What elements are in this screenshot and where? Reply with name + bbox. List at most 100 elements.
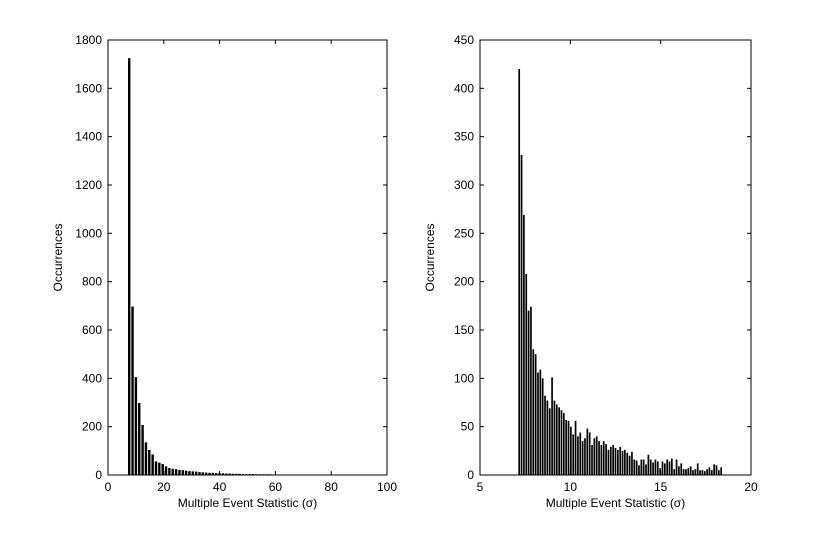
histogram-bar (567, 420, 570, 475)
histogram-bar (689, 466, 692, 475)
histogram-bar (701, 470, 704, 475)
histogram-bar (654, 459, 657, 475)
histogram-bar (562, 413, 565, 475)
histogram-bar (598, 441, 600, 475)
histogram-bar (154, 461, 158, 475)
histogram-bar (607, 449, 610, 475)
x-tick-label: 60 (269, 480, 283, 494)
histogram-bar (671, 458, 673, 475)
histogram-bar (215, 473, 218, 475)
y-tick-label: 200 (82, 420, 102, 434)
histogram-bar (178, 469, 181, 475)
histogram-bar (626, 452, 629, 475)
histogram-bar (605, 444, 607, 475)
axes-frame (479, 39, 752, 476)
histogram-bar (546, 400, 549, 475)
x-tick-label: 80 (325, 480, 339, 494)
histogram-bar (208, 472, 211, 475)
histogram-bar (181, 470, 184, 475)
y-tick-label: 300 (454, 178, 474, 192)
x-tick-label: 40 (213, 480, 227, 494)
histogram-bar (706, 469, 708, 475)
histogram-bar (692, 470, 694, 475)
histogram-bar (148, 449, 151, 475)
y-tick-label: 0 (467, 468, 474, 482)
histogram-bar (612, 445, 614, 475)
histogram-bar (694, 469, 697, 475)
histogram-bar (574, 420, 577, 475)
x-tick-label: 15 (654, 480, 668, 494)
histogram-bar (161, 463, 164, 475)
histogram-bar (647, 454, 650, 475)
histogram-bar (231, 473, 235, 475)
histogram-bar (539, 369, 542, 475)
histogram-bar (696, 463, 699, 475)
histogram-bar (151, 454, 154, 475)
x-tick-label: 20 (157, 480, 171, 494)
histogram-bar (720, 467, 723, 475)
histogram-bar (649, 459, 652, 475)
y-tick-label: 1800 (75, 33, 102, 47)
histogram-bar (560, 410, 563, 475)
histogram-bar (565, 419, 568, 475)
histogram-bar (602, 441, 605, 475)
y-tick-label: 600 (82, 323, 102, 337)
histogram-bar (221, 473, 225, 475)
histogram-bar (675, 459, 678, 475)
y-tick-label: 800 (82, 275, 102, 289)
histogram-bar (201, 472, 205, 475)
histogram-bar (225, 473, 228, 475)
histogram-bar (685, 469, 687, 475)
histogram-bar (661, 461, 664, 475)
histogram-bar (164, 466, 168, 475)
histogram-bar (168, 467, 171, 475)
histogram-bar (593, 438, 596, 475)
histogram-bar (238, 473, 241, 475)
histogram-bar (614, 447, 617, 475)
histogram-bar (577, 436, 579, 475)
y-tick-label: 200 (454, 275, 474, 289)
x-tick-label: 10 (564, 480, 578, 494)
histogram-bar (656, 461, 659, 475)
y-axis-label: Occurrences (423, 223, 437, 291)
histogram-bar (537, 372, 539, 475)
histogram-bar (699, 470, 701, 475)
histogram-bar (551, 377, 553, 475)
histogram-bar (184, 470, 188, 475)
histogram-bar (570, 426, 572, 475)
y-tick-label: 350 (454, 130, 474, 144)
x-tick-label: 5 (477, 480, 484, 494)
histogram-bar (588, 432, 591, 475)
histogram-bar (581, 441, 584, 475)
histogram-bar (520, 155, 523, 475)
histogram-bar (663, 463, 666, 475)
histogram-bar (619, 446, 622, 475)
histogram-bar (188, 471, 191, 475)
histogram-bar (541, 378, 544, 475)
histogram-bar (555, 404, 558, 475)
histogram-bar (235, 473, 238, 475)
histogram-bar (527, 310, 530, 475)
histogram-bar (718, 470, 720, 475)
histogram-bar (673, 469, 676, 475)
histogram-bar (659, 468, 661, 475)
histogram-bar (609, 446, 612, 475)
y-tick-label: 400 (454, 81, 474, 95)
y-tick-label: 0 (95, 468, 102, 482)
histogram-bar (525, 273, 528, 475)
histogram-bar (668, 461, 671, 475)
y-tick-label: 450 (454, 33, 474, 47)
histogram-bar (530, 306, 532, 475)
histogram-bar (191, 471, 195, 476)
histogram-bar (687, 468, 690, 475)
histogram-bar (708, 467, 711, 475)
histogram-bar (194, 471, 198, 475)
histogram-bar (171, 468, 174, 475)
y-tick-label: 1000 (75, 226, 102, 240)
histogram-bar (638, 465, 640, 475)
x-axis-label: Multiple Event Statistic (σ) (178, 496, 317, 510)
histogram-bar (631, 451, 633, 475)
histogram-bar (703, 471, 706, 475)
histogram-bar (141, 424, 144, 475)
